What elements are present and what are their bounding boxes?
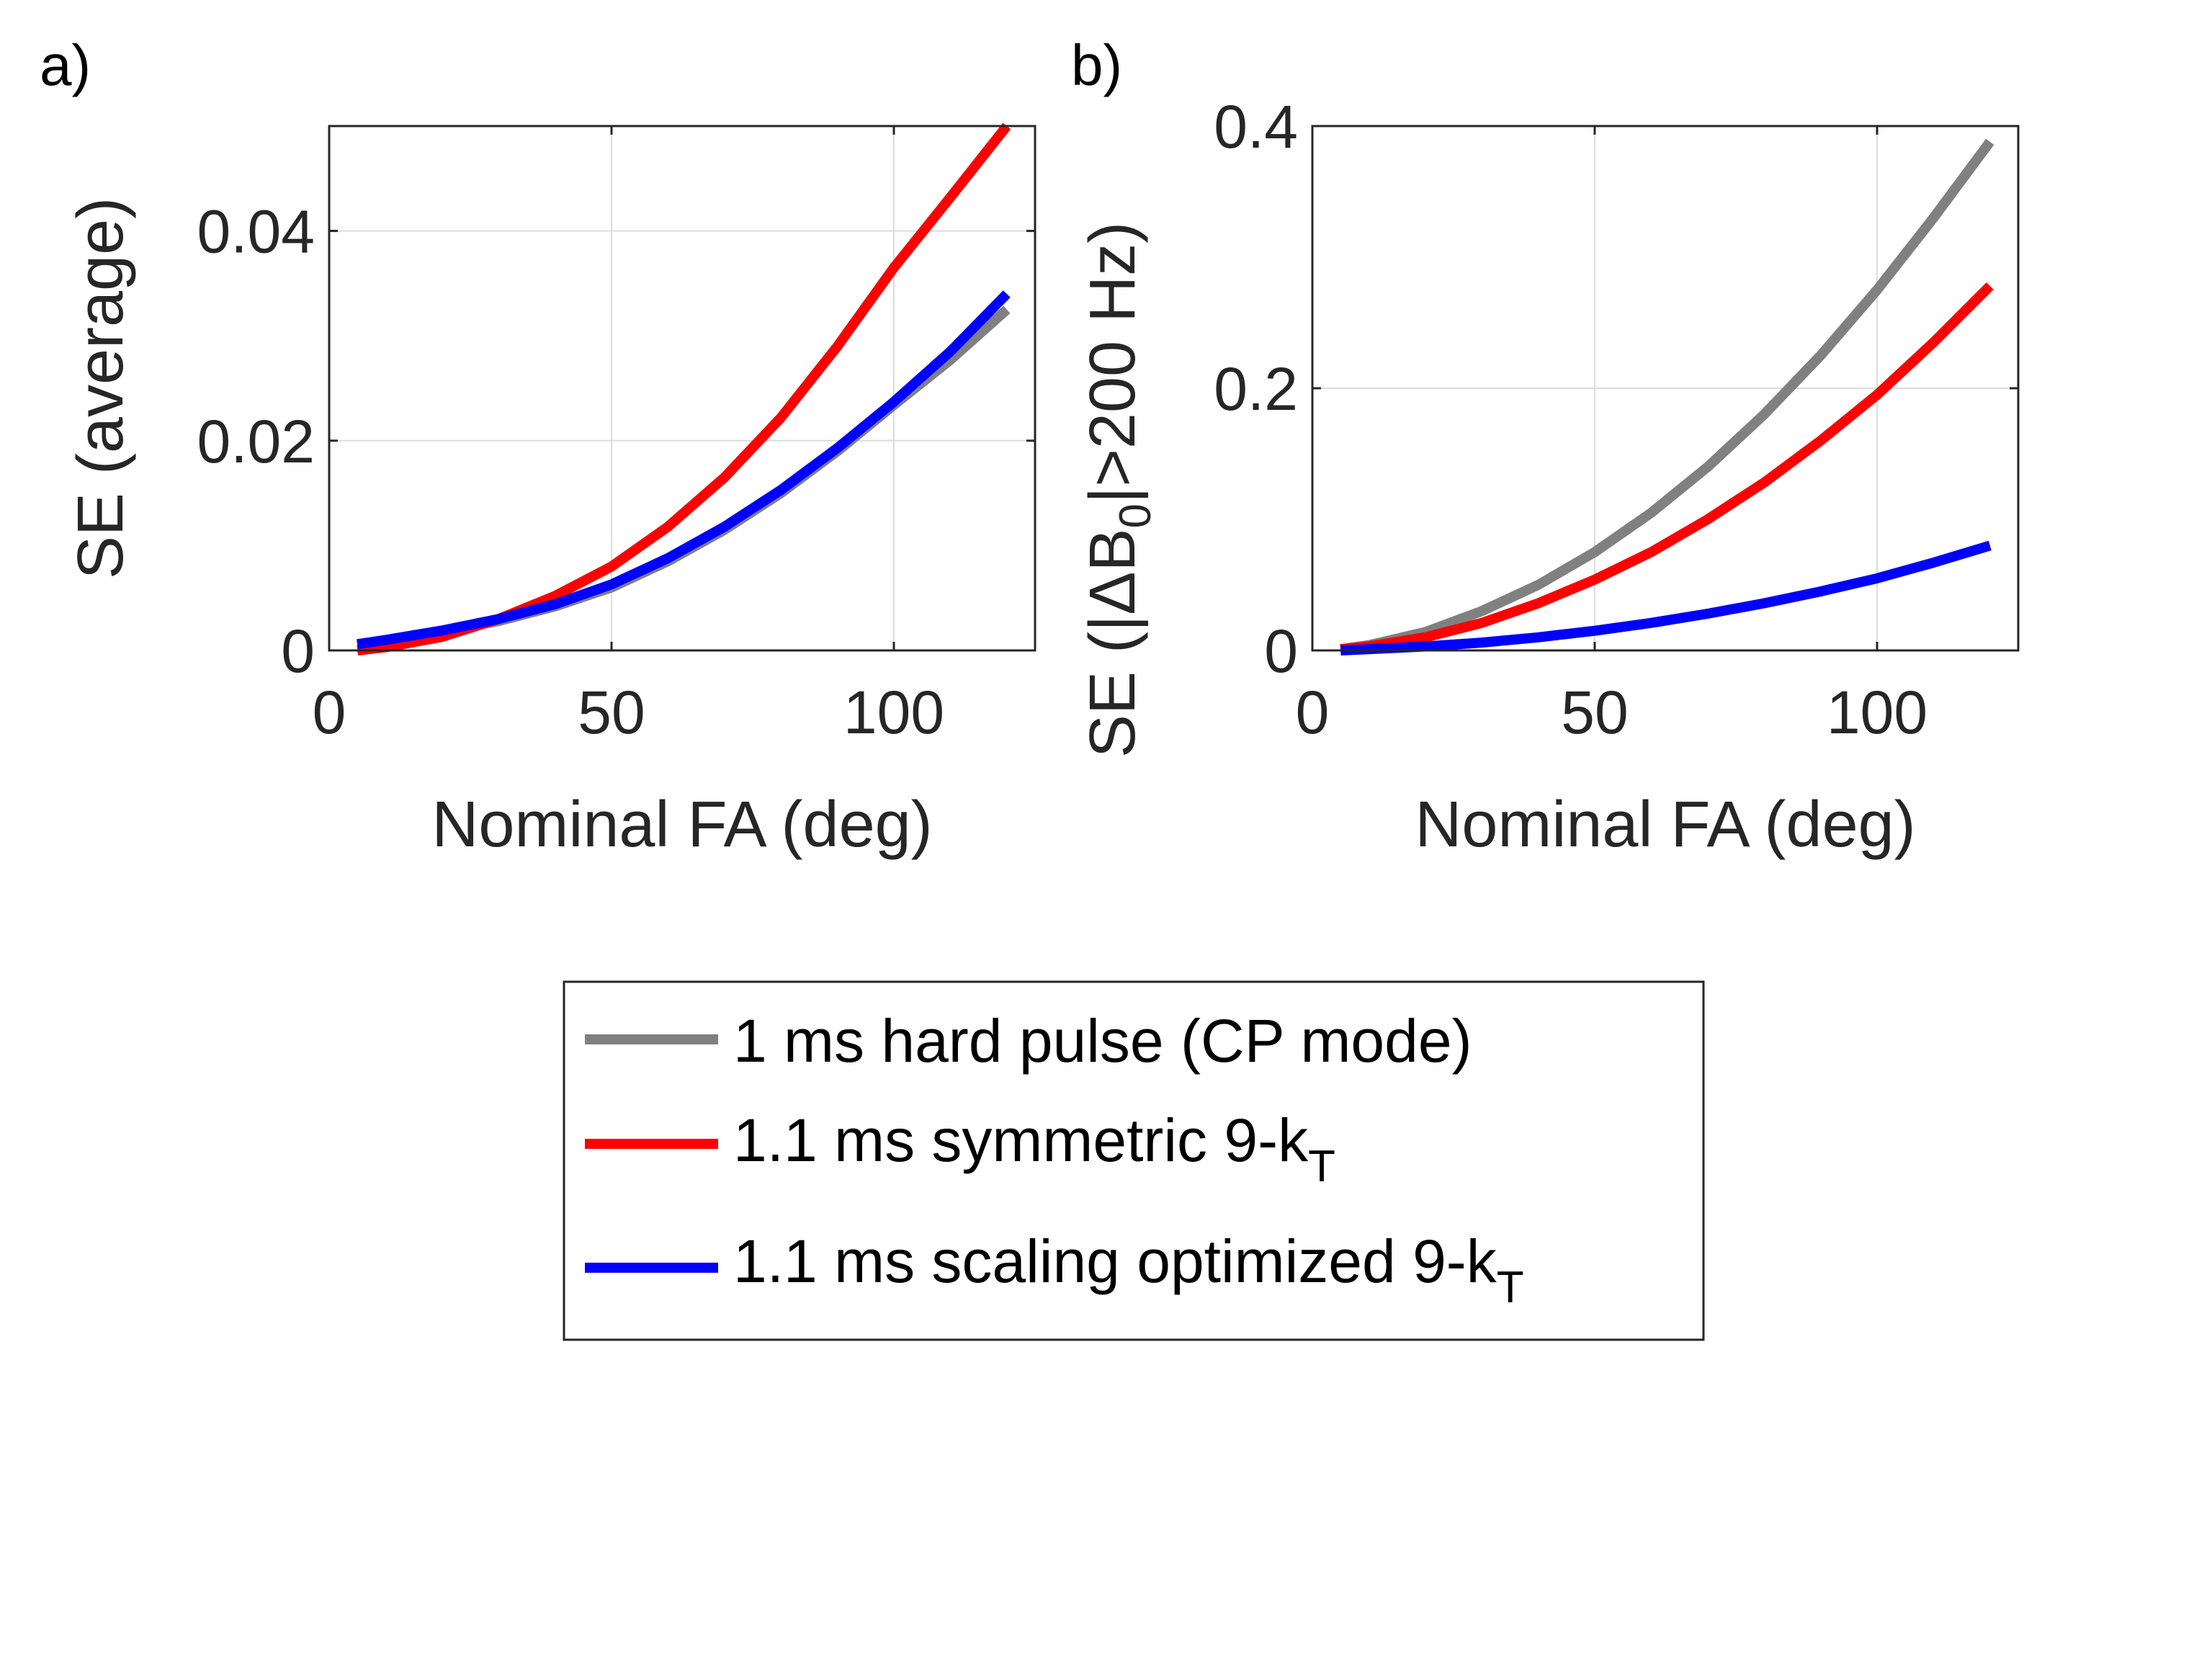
x-tick-label: 50 bbox=[578, 679, 645, 746]
legend-box bbox=[563, 980, 1705, 1341]
panel-b-ticks: 0 50 100 0 0.2 0.4 bbox=[1214, 93, 2018, 746]
panel-b-xlabel: Nominal FA (deg) bbox=[1415, 789, 1915, 861]
panel-b-ylabel: SE (|ΔB0|>200 Hz) bbox=[1077, 222, 1160, 758]
y-tick-label: 0.4 bbox=[1214, 93, 1298, 161]
x-tick-label: 100 bbox=[843, 679, 944, 746]
panel-b-series bbox=[1340, 138, 1994, 655]
y-tick-label: 0 bbox=[281, 617, 315, 685]
y-tick-label: 0.02 bbox=[197, 408, 315, 475]
series-line-0 bbox=[357, 305, 1011, 650]
legend-label-symmetric-kt: 1.1 ms symmetric 9-kT bbox=[733, 1106, 1335, 1191]
panel-a-label: a) bbox=[40, 33, 91, 97]
panel-a-axes-box bbox=[328, 125, 1036, 652]
panel-b-ylabel-subscript: 0 bbox=[1111, 503, 1160, 528]
legend-label-scaling-optimized-kt: 1.1 ms scaling optimized 9-kT bbox=[733, 1227, 1524, 1312]
series-line-2 bbox=[357, 290, 1011, 650]
panel-b-ylabel-tail: |>200 Hz) bbox=[1077, 222, 1149, 503]
panel-a-ylabel: SE (average) bbox=[65, 197, 137, 579]
x-tick-label: 50 bbox=[1561, 679, 1628, 746]
x-tick-label: 0 bbox=[1296, 679, 1330, 746]
panel-a-series bbox=[357, 122, 1011, 655]
series-line-2 bbox=[1340, 540, 1992, 655]
series-line-1 bbox=[1340, 282, 1994, 655]
panel-b-ylabel-main: SE (|ΔB bbox=[1077, 529, 1149, 758]
series-line-0 bbox=[1340, 138, 1994, 655]
panel-b-chart: b) 0 50 100 0 0.2 0.4 Nominal FA (deg) SE (|Δ… bbox=[1071, 33, 2020, 861]
y-tick-label: 0.04 bbox=[197, 198, 315, 266]
y-tick-label: 0 bbox=[1264, 617, 1298, 685]
x-tick-label: 100 bbox=[1827, 679, 1927, 746]
series-line-1 bbox=[357, 122, 1011, 655]
x-tick-label: 0 bbox=[313, 679, 346, 746]
panel-b-label: b) bbox=[1071, 33, 1122, 97]
panel-a-chart: a) 0 50 100 0 0.02 0.04 Nominal FA (deg) SE (… bbox=[40, 33, 1036, 861]
y-tick-label: 0.2 bbox=[1214, 355, 1298, 423]
panel-a-grid bbox=[329, 126, 1035, 650]
legend-label-hard-pulse: 1 ms hard pulse (CP mode) bbox=[733, 1007, 1472, 1075]
panel-a-xlabel: Nominal FA (deg) bbox=[431, 789, 932, 861]
legend: 1 ms hard pulse (CP mode) 1.1 ms symmetr… bbox=[563, 980, 1705, 1341]
panel-a-ticks: 0 50 100 0 0.02 0.04 bbox=[197, 126, 1035, 746]
